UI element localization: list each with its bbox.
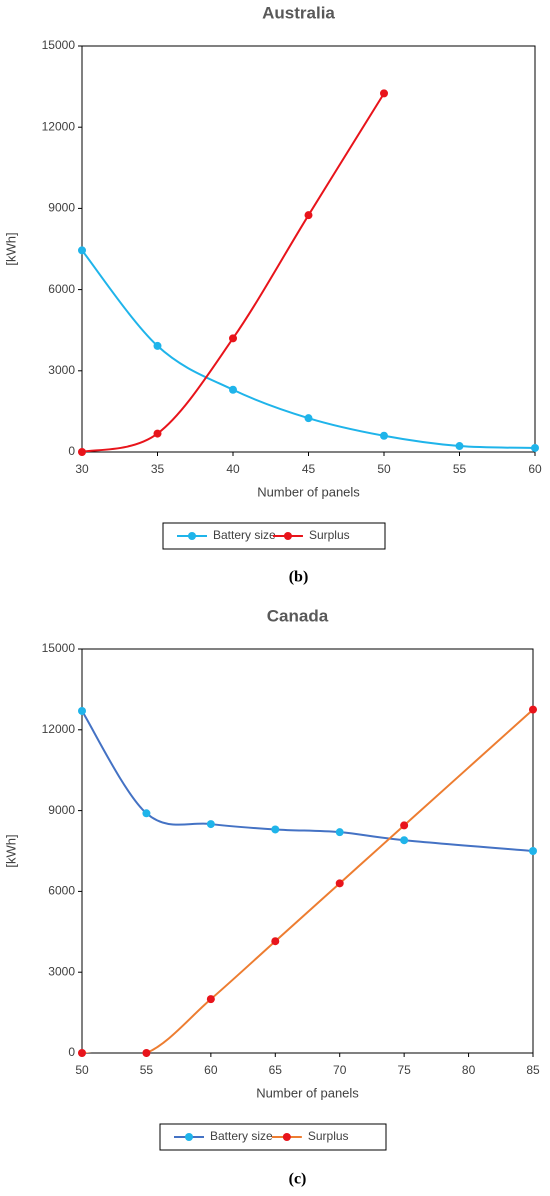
data-point [455,442,464,451]
chart-title: Australia [262,3,335,22]
data-point [206,995,215,1004]
x-tick-label: 45 [302,462,316,476]
y-tick-label: 12000 [42,119,76,133]
legend-marker [282,1133,291,1141]
data-point [529,847,537,855]
y-tick-label: 9000 [48,803,75,817]
y-tick-label: 0 [68,1045,75,1059]
data-point [153,341,162,350]
y-tick-label: 15000 [42,641,76,655]
data-point [304,211,313,220]
data-point [380,431,388,440]
x-tick-label: 80 [462,1063,476,1077]
series-line [82,710,533,852]
data-point [335,828,344,837]
x-tick-label: 65 [269,1063,283,1077]
data-point [78,1049,86,1057]
data-point [380,89,388,98]
legend-label: Surplus [308,1129,349,1143]
x-tick-label: 70 [333,1063,347,1077]
data-point [78,706,86,715]
data-point [271,937,280,946]
plot-frame [81,648,534,1054]
legend-marker [185,1133,193,1141]
x-tick-label: 55 [453,462,467,476]
data-point [271,825,280,834]
y-axis-label: [kWh] [3,834,18,867]
data-point [304,414,313,423]
x-tick-label: 85 [526,1063,540,1077]
data-point [142,1049,151,1057]
x-tick-label: 60 [204,1063,218,1077]
panel-label: (c) [289,1171,307,1188]
legend-label: Surplus [309,528,350,542]
x-tick-label: 75 [397,1063,411,1077]
legend-marker [283,532,292,540]
legend-marker [188,532,196,540]
data-point [335,879,344,888]
data-point [229,334,237,343]
x-tick-label: 40 [226,462,240,476]
x-tick-label: 35 [151,462,165,476]
chart-title: Canada [267,606,329,625]
data-point [400,836,409,845]
x-tick-label: 55 [140,1063,154,1077]
y-tick-label: 6000 [48,884,75,898]
legend-label: Battery size [210,1129,273,1143]
data-point [78,246,86,255]
y-axis-label: [kWh] [3,232,18,265]
y-tick-label: 0 [68,444,75,458]
x-axis-label: Number of panels [256,1085,359,1100]
y-tick-label: 3000 [48,363,75,377]
legend-label: Battery size [213,528,276,542]
data-point [153,429,162,438]
y-tick-label: 9000 [48,201,75,215]
x-tick-label: 60 [528,462,542,476]
data-point [400,821,409,830]
data-point [529,705,537,714]
data-point [142,809,151,818]
y-tick-label: 15000 [42,38,76,52]
x-tick-label: 50 [377,462,391,476]
data-point [531,443,539,452]
y-tick-label: 6000 [48,282,75,296]
series-line [82,708,533,1053]
plot-frame [81,45,536,453]
plot-area [82,92,535,452]
data-point [78,448,86,456]
x-axis-label: Number of panels [257,484,360,499]
panel-label: (b) [289,569,309,586]
plot-area [82,708,533,1053]
x-tick-label: 30 [75,462,89,476]
data-point [229,385,237,394]
y-tick-label: 3000 [48,964,75,978]
y-tick-label: 12000 [42,722,76,736]
series-line [82,92,385,452]
x-tick-label: 50 [75,1063,89,1077]
data-point [206,820,215,829]
